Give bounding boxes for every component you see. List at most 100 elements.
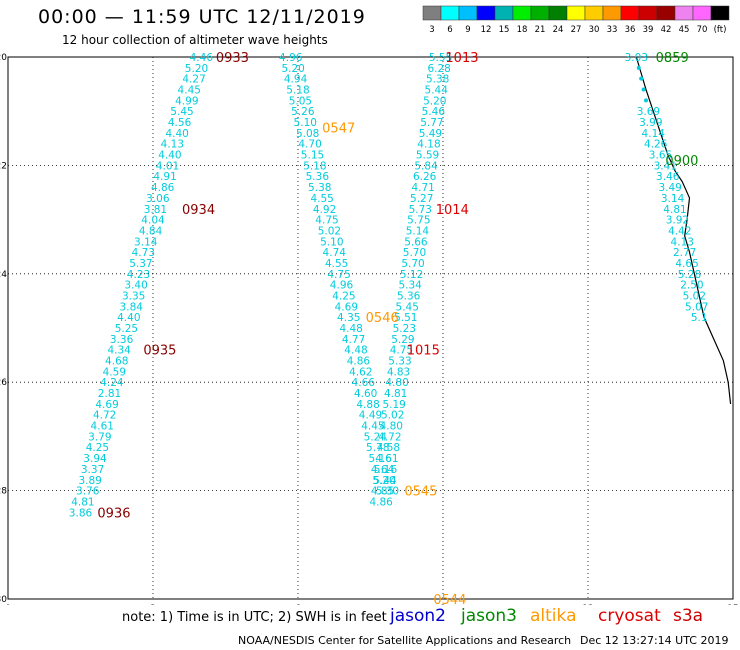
wave-height-label: 4.68: [105, 356, 128, 368]
wave-height-label: 4.60: [354, 388, 377, 400]
pass-time-label: 1013: [445, 51, 478, 66]
wave-height-label: 4.01: [156, 160, 179, 172]
wave-height-label: 5.02: [318, 225, 341, 237]
legend-altika: altika: [530, 606, 577, 626]
x-tick-label: 3: [150, 604, 156, 605]
wave-height-label: 4.24: [100, 377, 124, 389]
wave-height-label: 4.81: [384, 388, 407, 400]
wave-height-label: 5.15: [301, 150, 324, 162]
wave-height-label: 5.36: [306, 171, 330, 183]
y-tick-label: -26: [0, 378, 7, 388]
y-tick-label: -22: [0, 161, 7, 171]
wave-height-label: 3.69: [637, 106, 660, 118]
pass-time-label: 0900: [665, 154, 698, 169]
wave-height-label: 4.70: [298, 139, 321, 151]
pass-time-label: 0934: [182, 203, 215, 218]
altimeter-track-plot: 03691215-20-22-24-26-28-304.465.204.274.…: [0, 51, 739, 605]
wave-height-label: 4.71: [411, 182, 434, 194]
wave-height-label: 4.23: [127, 269, 150, 281]
wave-height-label: 4.92: [313, 204, 336, 216]
wave-height-label: 3.81: [144, 204, 167, 216]
wave-height-label: 4.75: [390, 345, 413, 357]
y-tick-label: -24: [0, 270, 7, 280]
wave-height-label: 4.25: [332, 290, 355, 302]
note-text: note: 1) Time is in UTC; 2) SWH is in fe…: [122, 610, 387, 625]
pass-time-label: 0859: [656, 51, 689, 66]
wave-height-label: 5.07: [685, 301, 708, 313]
legend-s3a: s3a: [673, 606, 704, 626]
wave-height-label: 4.42: [668, 225, 691, 237]
wave-height-label: 6.26: [413, 171, 437, 183]
wave-height-label: 5.1: [691, 312, 708, 324]
colorbar-label: 6: [447, 25, 452, 35]
wave-height-label: 3.92: [666, 215, 689, 227]
x-tick-label: 9: [440, 604, 446, 605]
wave-height-label: 5.10: [294, 117, 317, 129]
wave-height-label: 4.86: [151, 182, 175, 194]
wave-height-label: 5.27: [410, 193, 433, 205]
wave-height-label: 5.51: [394, 312, 417, 324]
colorbar-label: 3: [429, 25, 434, 35]
wave-height-label: 4.86: [347, 356, 371, 368]
colorbar-label: 33: [607, 25, 618, 35]
wave-height-label: 3.14: [134, 236, 158, 248]
wave-height-label: 4.58: [377, 442, 400, 454]
wave-height-label: 4.94: [284, 74, 308, 86]
pass-time-label: 0933: [216, 51, 249, 66]
wave-height-label: 3.76: [76, 486, 100, 498]
wave-height-label: 5.29: [391, 334, 414, 346]
wave-height-label: 5.38: [308, 182, 331, 194]
wave-height-label: 5.36: [397, 290, 421, 302]
wave-height-label: 3.89: [78, 475, 101, 487]
wave-height-label: 4.25: [86, 442, 109, 454]
wave-height-label: 4.55: [310, 193, 333, 205]
wave-height-label: 5.49: [419, 128, 442, 140]
wave-height-label: 5.73: [409, 204, 432, 216]
wave-height-label: 4.40: [117, 312, 140, 324]
colorbar-label: 42: [661, 25, 672, 35]
wave-height-label: 4.86: [369, 496, 393, 508]
pass-time-label: 1015: [407, 344, 440, 359]
wave-height-label: 4.48: [344, 345, 367, 357]
wave-height-label: 4.85: [371, 486, 394, 498]
wave-height-label: 4.96: [330, 280, 354, 292]
wave-height-label: 4.59: [103, 366, 126, 378]
wave-height-label: 4.81: [71, 496, 94, 508]
wave-height-label: 5.55: [429, 52, 452, 64]
wave-height-label: 5.25: [115, 323, 138, 335]
wave-height-label: 5.78: [366, 442, 389, 454]
wave-height-label: 5.14: [406, 225, 430, 237]
wave-height-label: 5.33: [388, 356, 411, 368]
wave-height-label: 5.77: [420, 117, 443, 129]
wave-height-label: 5.30: [376, 486, 399, 498]
wave-height-label: 3.94: [83, 453, 107, 465]
wave-height-label: 3.46: [656, 171, 680, 183]
pass-time-label: 0935: [143, 344, 176, 359]
timestamp-text: Dec 12 13:27:14 UTC 2019: [580, 634, 729, 647]
wave-height-label: 5.44: [373, 475, 397, 487]
pass-time-label: 0936: [97, 506, 130, 521]
wave-height-label: 4.40: [158, 150, 181, 162]
wave-height-label: 4.96: [279, 52, 303, 64]
colorbar-label: (ft): [714, 25, 727, 35]
wave-height-label: 5.45: [170, 106, 193, 118]
wave-height-label: 5.16: [368, 453, 392, 465]
wave-height-label: 3.49: [658, 182, 681, 194]
wave-height-label: 3.36: [110, 334, 134, 346]
wave-height-label: 5.38: [426, 74, 449, 86]
pass-time-label: 0544: [433, 593, 466, 605]
wave-height-label: 5.59: [416, 150, 439, 162]
wave-height-label: 4.64: [371, 464, 395, 476]
wave-height-label: 5.37: [129, 258, 152, 270]
wave-height-label: 5.12: [400, 269, 423, 281]
wave-height-label: 2.81: [98, 388, 121, 400]
wave-height-label: 3.84: [120, 301, 144, 313]
wave-height-label: 5.66: [404, 236, 428, 248]
wave-height-label: 5.20: [423, 95, 446, 107]
wave-height-label: 3.79: [88, 431, 111, 443]
colorbar-label: 12: [481, 25, 492, 35]
wave-height-label: 4.73: [132, 247, 155, 259]
wave-height-label: 2.77: [673, 247, 696, 259]
wave-height-label: 5.24: [364, 431, 388, 443]
wave-height-label: 5.45: [396, 301, 419, 313]
